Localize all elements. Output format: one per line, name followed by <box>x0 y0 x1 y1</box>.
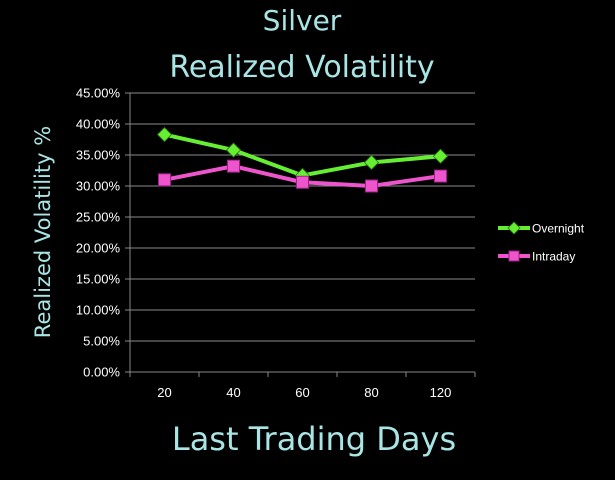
legend-marker-overnight <box>507 221 521 235</box>
chart-subtitle: Realized Volatility <box>169 50 434 85</box>
y-tick-label: 0.00% <box>83 365 120 380</box>
x-axis-label: Last Trading Days <box>172 420 456 458</box>
data-point-overnight <box>156 126 173 143</box>
y-tick-label: 20.00% <box>76 241 121 256</box>
x-tick-label: 40 <box>226 385 240 400</box>
data-point-intraday <box>158 173 171 187</box>
series-layer <box>156 126 449 193</box>
y-tick-label: 5.00% <box>83 334 120 349</box>
x-tick-label: 60 <box>295 385 309 400</box>
x-tick-label: 80 <box>364 385 378 400</box>
data-point-intraday <box>227 159 240 173</box>
y-tick-label: 10.00% <box>76 303 121 318</box>
x-tick-label: 120 <box>430 385 452 400</box>
y-tick-label: 25.00% <box>76 210 121 225</box>
legend-marker-intraday <box>508 250 520 262</box>
data-point-overnight <box>432 148 449 164</box>
y-axis-label: Realized Volatility % <box>31 126 55 338</box>
data-point-overnight <box>363 154 380 171</box>
y-axis-ticks: 0.00% 5.00% 10.00% 15.00% 20.00% 25.00% 30.00%… <box>76 86 130 380</box>
y-tick-label: 35.00% <box>76 148 121 163</box>
data-point-intraday <box>434 169 447 183</box>
legend-label-intraday: Intraday <box>532 250 575 264</box>
x-axis-ticks: 20 40 60 80 120 <box>129 372 476 400</box>
y-tick-label: 30.00% <box>76 179 121 194</box>
chart-title: Silver <box>263 4 342 37</box>
y-tick-label: 15.00% <box>76 272 121 287</box>
data-point-overnight <box>225 142 242 158</box>
legend: Overnight Intraday <box>498 221 585 264</box>
y-tick-label: 45.00% <box>76 86 121 101</box>
plot-area <box>130 93 475 372</box>
x-tick-label: 20 <box>157 385 171 400</box>
data-point-intraday <box>365 179 378 193</box>
legend-label-overnight: Overnight <box>532 222 585 236</box>
data-point-intraday <box>296 175 309 189</box>
y-tick-label: 40.00% <box>76 117 121 132</box>
